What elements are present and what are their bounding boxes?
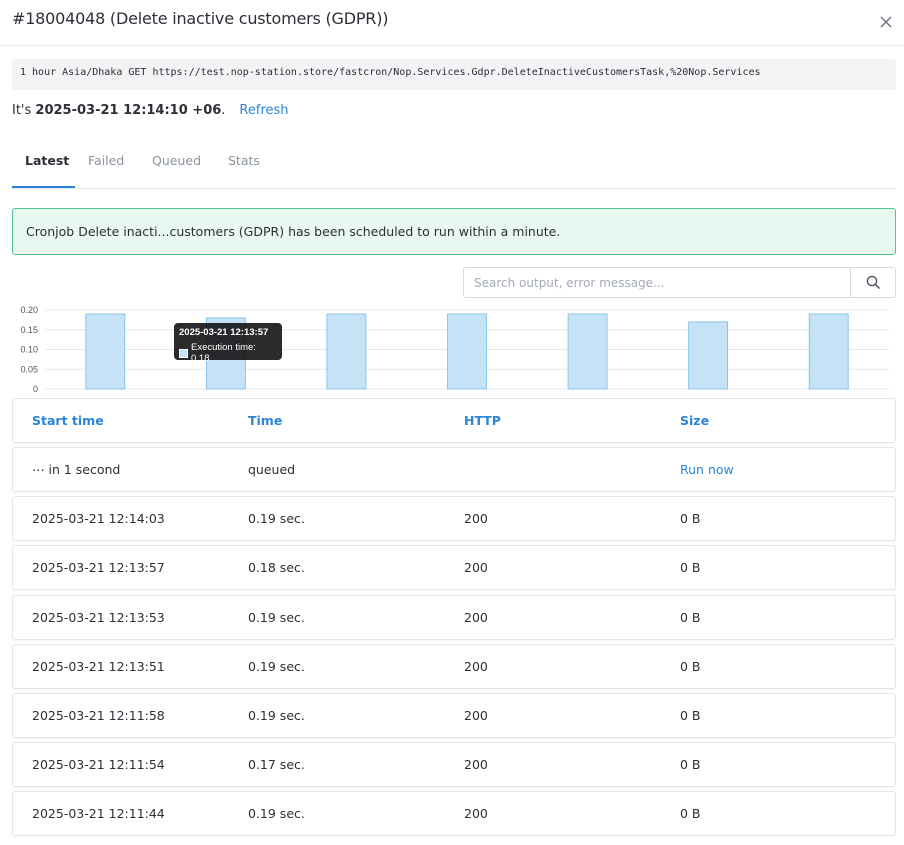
col-size[interactable]: Size bbox=[680, 413, 710, 428]
active-tab-indicator bbox=[12, 186, 75, 188]
cron-command: 1 hour Asia/Dhaka GET https://test.nop-s… bbox=[12, 59, 896, 90]
queued-status: queued bbox=[248, 462, 296, 477]
row-start-time: 2025-03-21 12:11:44 bbox=[32, 806, 165, 821]
col-time[interactable]: Time bbox=[248, 413, 283, 428]
search-input[interactable] bbox=[464, 268, 852, 297]
modal-header: #18004048 (Delete inactive customers (GD… bbox=[0, 0, 904, 46]
current-time-suffix: . bbox=[221, 103, 226, 118]
row-size: 0 B bbox=[680, 511, 701, 526]
table-row[interactable]: 2025-03-21 12:13:57 0.18 sec. 200 0 B bbox=[12, 545, 896, 590]
chart-ytick-label: 0.15 bbox=[20, 325, 38, 335]
row-http-status: 200 bbox=[464, 659, 488, 674]
chart-ytick-label: 0.20 bbox=[20, 305, 38, 315]
current-time-line: It's 2025-03-21 12:14:10 +06. Refresh bbox=[12, 103, 289, 118]
table-row[interactable]: 2025-03-21 12:13:51 0.19 sec. 200 0 B bbox=[12, 644, 896, 689]
row-duration: 0.19 sec. bbox=[248, 708, 305, 723]
chart-bar bbox=[567, 313, 608, 390]
table-row[interactable]: 2025-03-21 12:11:58 0.19 sec. 200 0 B bbox=[12, 693, 896, 738]
close-icon[interactable] bbox=[876, 12, 896, 32]
row-size: 0 B bbox=[680, 806, 701, 821]
tooltip-title: 2025-03-21 12:13:57 bbox=[179, 327, 269, 338]
table-row[interactable]: 2025-03-21 12:11:54 0.17 sec. 200 0 B bbox=[12, 742, 896, 787]
chart-bar bbox=[808, 313, 849, 390]
table-row[interactable]: 2025-03-21 12:13:53 0.19 sec. 200 0 B bbox=[12, 595, 896, 640]
search-box bbox=[463, 267, 896, 298]
chart-bar bbox=[447, 313, 487, 390]
row-start-time: 2025-03-21 12:13:53 bbox=[32, 610, 165, 625]
row-http-status: 200 bbox=[464, 806, 488, 821]
row-duration: 0.18 sec. bbox=[248, 560, 305, 575]
table-row[interactable]: 2025-03-21 12:14:03 0.19 sec. 200 0 B bbox=[12, 496, 896, 541]
col-start-time[interactable]: Start time bbox=[32, 413, 104, 428]
search-icon bbox=[866, 275, 881, 290]
queued-dots-icon: ⋯ bbox=[32, 462, 45, 477]
row-size: 0 B bbox=[680, 560, 701, 575]
row-http-status: 200 bbox=[464, 757, 488, 772]
row-duration: 0.19 sec. bbox=[248, 659, 305, 674]
chart-bar bbox=[85, 313, 126, 390]
col-http[interactable]: HTTP bbox=[464, 413, 501, 428]
table-row[interactable]: 2025-03-21 12:11:44 0.19 sec. 200 0 B bbox=[12, 791, 896, 836]
row-http-status: 200 bbox=[464, 610, 488, 625]
current-time: 2025-03-21 12:14:10 +06 bbox=[35, 103, 222, 118]
execution-time-chart: 0.20 0.15 0.10 0.05 0 bbox=[20, 305, 889, 394]
chart-bar bbox=[326, 313, 367, 390]
chart-ytick-label: 0.10 bbox=[20, 345, 38, 355]
tab-latest[interactable]: Latest bbox=[25, 153, 70, 168]
queued-start: ⋯ in 1 second bbox=[32, 462, 120, 477]
queued-row: ⋯ in 1 second queued Run now bbox=[12, 447, 896, 492]
queued-start-text: in 1 second bbox=[44, 462, 121, 477]
row-start-time: 2025-03-21 12:11:58 bbox=[32, 708, 165, 723]
current-time-prefix: It's bbox=[12, 103, 36, 118]
row-duration: 0.17 sec. bbox=[248, 757, 305, 772]
refresh-link[interactable]: Refresh bbox=[239, 103, 289, 118]
row-start-time: 2025-03-21 12:13:51 bbox=[32, 659, 165, 674]
row-size: 0 B bbox=[680, 610, 701, 625]
tab-stats[interactable]: Stats bbox=[228, 153, 260, 168]
chart-ytick-label: 0.05 bbox=[20, 364, 38, 374]
search-button[interactable] bbox=[850, 268, 895, 297]
row-http-status: 200 bbox=[464, 511, 488, 526]
chart-ytick-label: 0 bbox=[33, 384, 38, 394]
table-header: Start time Time HTTP Size bbox=[12, 398, 896, 443]
row-size: 0 B bbox=[680, 659, 701, 674]
row-start-time: 2025-03-21 12:13:57 bbox=[32, 560, 165, 575]
tab-queued[interactable]: Queued bbox=[152, 153, 201, 168]
row-size: 0 B bbox=[680, 757, 701, 772]
tooltip-swatch bbox=[179, 348, 188, 358]
row-duration: 0.19 sec. bbox=[248, 610, 305, 625]
success-alert: Cronjob Delete inacti...customers (GDPR)… bbox=[12, 208, 896, 255]
tab-failed[interactable]: Failed bbox=[88, 153, 125, 168]
row-duration: 0.19 sec. bbox=[248, 511, 305, 526]
row-http-status: 200 bbox=[464, 560, 488, 575]
chart-bar bbox=[688, 321, 729, 390]
run-now-link[interactable]: Run now bbox=[680, 462, 734, 477]
row-size: 0 B bbox=[680, 708, 701, 723]
tooltip-label: Execution time: 0.18 bbox=[191, 342, 256, 364]
row-http-status: 200 bbox=[464, 708, 488, 723]
row-duration: 0.19 sec. bbox=[248, 806, 305, 821]
modal-title: #18004048 (Delete inactive customers (GD… bbox=[12, 9, 389, 28]
tab-bar: Latest Failed Queued Stats bbox=[12, 148, 896, 189]
row-start-time: 2025-03-21 12:11:54 bbox=[32, 757, 165, 772]
chart-tooltip: 2025-03-21 12:13:57 Execution time: 0.18 bbox=[174, 323, 282, 364]
row-start-time: 2025-03-21 12:14:03 bbox=[32, 511, 165, 526]
